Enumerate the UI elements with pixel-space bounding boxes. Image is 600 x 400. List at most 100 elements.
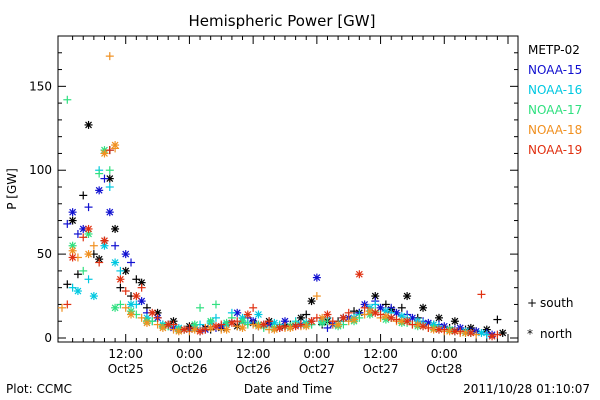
data-point-north xyxy=(371,308,380,317)
data-point-south xyxy=(73,229,82,238)
data-point-north xyxy=(296,313,305,322)
data-point-north xyxy=(100,241,109,250)
x-tick-label-time: 0:00 xyxy=(176,347,203,361)
x-tick-label-date: Oct26 xyxy=(171,362,207,376)
data-point-north xyxy=(434,325,443,334)
data-point-north xyxy=(334,320,343,329)
data-point-south xyxy=(281,322,289,331)
data-point-north xyxy=(403,317,412,326)
data-point-south xyxy=(111,241,120,250)
data-point-south xyxy=(89,241,98,250)
data-point-north xyxy=(121,250,130,259)
data-point-north xyxy=(84,224,93,233)
data-point-north xyxy=(259,320,268,329)
data-point-south xyxy=(472,330,481,339)
data-point-north xyxy=(84,229,93,238)
data-point-north xyxy=(100,149,109,158)
data-point-south xyxy=(249,320,258,329)
data-point-north xyxy=(488,332,497,341)
x-tick-label-time: 0:00 xyxy=(431,347,458,361)
data-point-north xyxy=(196,327,205,336)
data-point-south xyxy=(63,219,72,228)
data-point-north xyxy=(307,297,316,306)
data-point-south xyxy=(95,258,104,267)
data-point-south xyxy=(493,330,502,339)
data-point-north xyxy=(68,216,77,225)
data-point-south xyxy=(211,300,220,309)
data-point-south xyxy=(344,308,353,317)
data-point-south xyxy=(296,320,305,329)
y-axis: 0 50 100 150 xyxy=(29,35,518,345)
data-point-north xyxy=(68,208,77,217)
data-point-south xyxy=(137,283,146,292)
data-point-north xyxy=(227,318,236,327)
data-point-south xyxy=(217,320,226,329)
data-point-south xyxy=(100,174,109,183)
x-tick-label-time: 12:00 xyxy=(236,347,271,361)
data-point-south xyxy=(424,323,433,332)
data-point-south xyxy=(376,310,385,319)
data-point-north xyxy=(355,270,364,279)
data-point-south xyxy=(116,266,125,275)
data-point-north xyxy=(419,303,428,312)
data-point-north xyxy=(68,253,77,262)
data-point-south xyxy=(328,317,337,326)
data-point-north xyxy=(254,310,263,319)
x-tick-label-date: Oct25 xyxy=(108,362,144,376)
data-point-north xyxy=(121,266,130,275)
timestamp: 2011/10/28 01:10:07 xyxy=(463,382,590,396)
legend-entry: NOAA-16 xyxy=(528,83,582,97)
data-point-north xyxy=(127,300,136,309)
data-point-north xyxy=(73,287,82,296)
data-point-south xyxy=(105,166,114,175)
data-point-north xyxy=(105,174,114,183)
data-point-north xyxy=(270,325,279,334)
data-point-north xyxy=(132,292,141,301)
data-point-north xyxy=(180,325,189,334)
x-axis-label: Date and Time xyxy=(244,382,332,396)
y-tick-label: 50 xyxy=(37,247,52,261)
x-tick-label-time: 12:00 xyxy=(363,347,398,361)
data-point-north xyxy=(238,323,247,332)
x-tick-label-time: 0:00 xyxy=(303,347,330,361)
data-point-south xyxy=(79,233,88,242)
data-point-south xyxy=(233,317,242,326)
legend-entry: NOAA-15 xyxy=(528,63,582,77)
data-point-south xyxy=(185,323,194,332)
data-point-north xyxy=(89,292,98,301)
data-point-north xyxy=(137,297,146,306)
data-point-south xyxy=(201,325,210,334)
data-point-north xyxy=(307,317,316,326)
data-point-north xyxy=(206,317,215,326)
data-points xyxy=(58,52,507,341)
data-point-south xyxy=(63,300,72,309)
data-point-north xyxy=(403,292,412,301)
data-point-north xyxy=(68,241,77,250)
data-point-north xyxy=(312,273,321,282)
x-tick-label-date: Oct28 xyxy=(426,362,462,376)
data-point-south xyxy=(116,283,125,292)
data-point-north xyxy=(376,303,385,312)
data-point-north xyxy=(100,236,109,245)
data-point-south xyxy=(105,146,114,155)
data-point-south xyxy=(360,303,369,312)
data-point-north xyxy=(105,208,114,217)
data-point-south xyxy=(137,313,146,322)
y-axis-label: P [GW] xyxy=(5,168,19,210)
data-point-south xyxy=(105,183,114,191)
data-point-north xyxy=(291,322,300,331)
data-point-north xyxy=(142,318,151,327)
data-point-south xyxy=(105,52,114,61)
data-point-north xyxy=(434,313,443,322)
data-point-north xyxy=(461,328,470,337)
x-tick-label-date: Oct27 xyxy=(299,362,335,376)
data-point-south xyxy=(84,203,93,212)
data-point-north xyxy=(84,120,93,129)
legend-entry: NOAA-17 xyxy=(528,103,582,117)
hemisphere-label: south xyxy=(540,296,574,310)
plot-frame xyxy=(57,35,519,343)
data-point-north xyxy=(350,315,359,324)
data-point-south xyxy=(249,303,258,312)
data-point-south xyxy=(153,313,162,322)
data-point-north xyxy=(148,308,157,317)
